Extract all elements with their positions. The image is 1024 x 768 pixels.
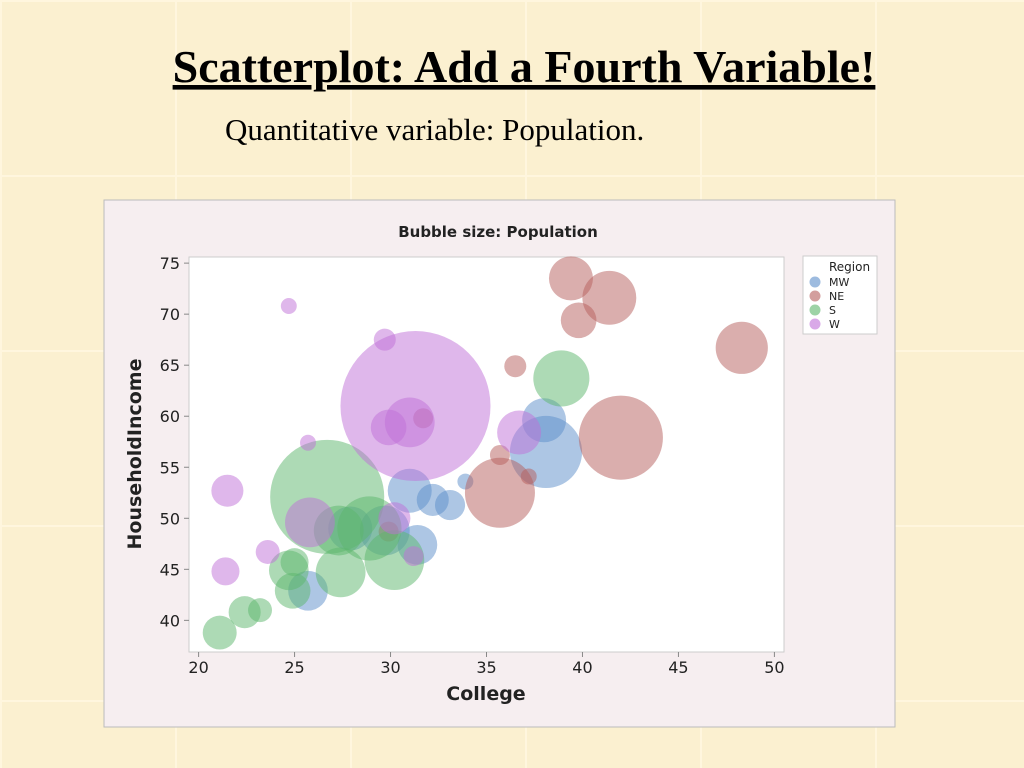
legend-marker — [809, 290, 821, 302]
bubble — [582, 270, 637, 325]
legend-title: Region — [829, 260, 870, 274]
bubble — [378, 502, 411, 535]
legend-label: NE — [829, 290, 844, 303]
slide-title: Scatterplot: Add a Fourth Variable! — [173, 41, 876, 92]
y-tick-label: 70 — [160, 305, 180, 324]
x-tick-label: 40 — [572, 658, 592, 677]
legend-marker — [809, 304, 821, 316]
bubble — [464, 457, 535, 528]
bubble — [497, 410, 542, 455]
bubble — [370, 409, 407, 446]
bubble — [285, 497, 335, 548]
y-tick-label: 55 — [160, 458, 180, 477]
bubble — [202, 615, 237, 650]
bubble — [364, 530, 425, 591]
bubble — [715, 321, 768, 374]
y-tick-label: 45 — [160, 560, 180, 579]
bubble — [548, 256, 593, 301]
bubble — [403, 546, 424, 567]
y-tick-label: 60 — [160, 407, 180, 426]
bubble — [300, 434, 316, 451]
bubble — [255, 539, 280, 564]
x-tick-label: 20 — [188, 658, 208, 677]
bubble — [560, 302, 597, 339]
y-tick-label: 65 — [160, 356, 180, 375]
legend-label: W — [829, 318, 840, 331]
bubble — [274, 572, 311, 609]
legend-marker — [809, 276, 821, 288]
bubble — [373, 328, 396, 351]
legend-marker — [809, 318, 821, 330]
y-tick-label: 75 — [160, 254, 180, 273]
bubble — [211, 474, 244, 507]
bubble — [280, 548, 309, 577]
bubbles — [202, 256, 768, 650]
x-axis-label: College — [446, 683, 525, 705]
x-tick-label: 35 — [476, 658, 496, 677]
y-tick-label: 50 — [160, 509, 180, 528]
x-tick-label: 50 — [764, 658, 784, 677]
bubble — [280, 298, 297, 314]
x-tick-label: 25 — [284, 658, 304, 677]
bubble — [248, 598, 273, 623]
chart-title: Bubble size: Population — [398, 223, 598, 241]
bubble — [578, 395, 663, 480]
legend-label: S — [829, 304, 836, 317]
slide-subtitle: Quantitative variable: Population. — [225, 112, 644, 147]
y-tick-label: 40 — [160, 611, 180, 630]
x-tick-label: 30 — [380, 658, 400, 677]
legend-label: MW — [829, 276, 849, 289]
x-tick-label: 45 — [668, 658, 688, 677]
y-axis-label: HouseholdIncome — [124, 359, 146, 550]
bubble — [533, 350, 590, 407]
bubble — [434, 489, 466, 521]
bubble — [520, 468, 537, 485]
bubble — [211, 557, 240, 586]
bubble — [504, 355, 527, 378]
bubble — [315, 547, 366, 598]
